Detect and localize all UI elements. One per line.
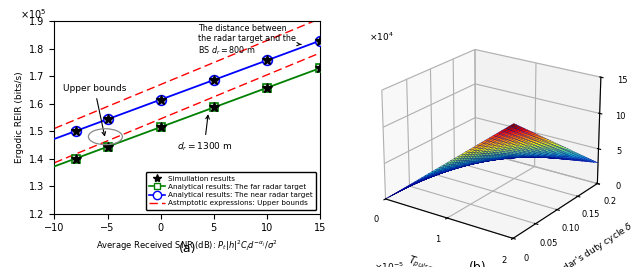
X-axis label: Average Received SNR (dB): $P_t|h|^2C_jd^{-\alpha_j}/\sigma^2$: Average Received SNR (dB): $P_t|h|^2C_jd… bbox=[96, 239, 278, 253]
Text: $\times 10^{4}$: $\times 10^{4}$ bbox=[369, 30, 394, 42]
Text: The distance between
the radar target and the
BS $d_r = 800$ m: The distance between the radar target an… bbox=[198, 24, 301, 57]
Text: Upper bounds: Upper bounds bbox=[63, 84, 126, 136]
Text: $\times 10^{-5}$: $\times 10^{-5}$ bbox=[374, 261, 404, 267]
X-axis label: $T_{pulse}$: $T_{pulse}$ bbox=[406, 254, 435, 267]
Y-axis label: Ergodic REIR (bits/s): Ergodic REIR (bits/s) bbox=[15, 72, 24, 163]
Text: (a): (a) bbox=[179, 242, 196, 255]
Text: (b): (b) bbox=[468, 261, 486, 267]
Legend: Simullation results, Analytical results: The far radar target, Analytical result: Simullation results, Analytical results:… bbox=[146, 172, 316, 210]
Y-axis label: Radar's duty cycle $\delta$: Radar's duty cycle $\delta$ bbox=[551, 219, 636, 267]
Text: $\times 10^5$: $\times 10^5$ bbox=[20, 8, 46, 21]
Text: $d_r = 1300$ m: $d_r = 1300$ m bbox=[177, 115, 232, 152]
